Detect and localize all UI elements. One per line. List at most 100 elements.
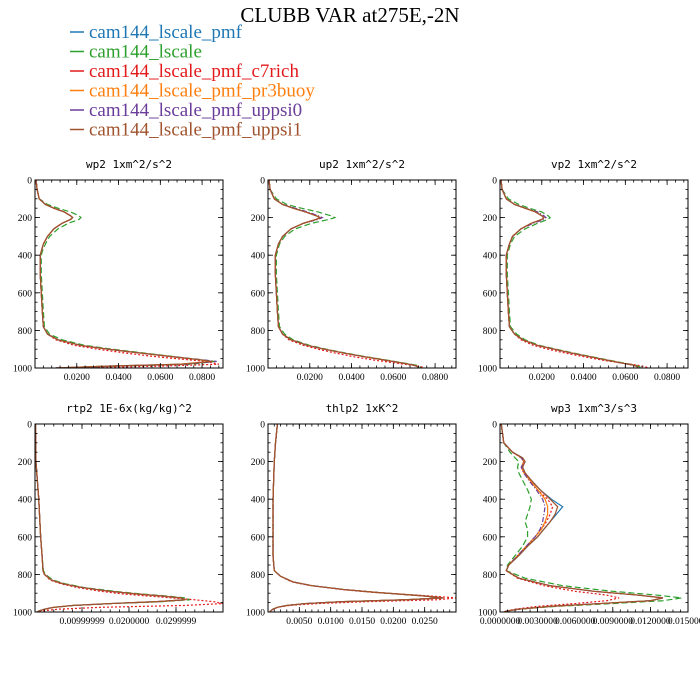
y-tick-label: 200: [251, 214, 266, 224]
series-line: [268, 180, 419, 368]
series-line: [500, 424, 620, 612]
panel-title: vp2 1xm^2/s^2: [551, 158, 637, 171]
series-line: [500, 424, 664, 612]
series-line: [500, 424, 682, 612]
legend-entry: cam144_lscale_pmf: [70, 22, 243, 43]
y-tick-label: 800: [483, 571, 498, 581]
x-tick-label: 0.0800: [189, 373, 215, 383]
x-tick-label: 0.0090000: [593, 617, 634, 627]
y-tick-label: 400: [483, 252, 498, 262]
legend-entry: cam144_lscale: [70, 42, 202, 63]
y-tick-label: 0: [260, 177, 265, 187]
chart-panel: wp3 1xm^3/s^3 0.00000000.00300000.0060000…: [478, 402, 700, 627]
legend-label: cam144_lscale_pmf_uppsi1: [89, 120, 302, 141]
x-tick-label: 0.0299999: [156, 617, 197, 627]
x-tick-label: 0.0200: [380, 617, 406, 627]
x-tick-label: 0.0100: [318, 617, 344, 627]
series-line: [500, 180, 639, 368]
y-tick-label: 0: [27, 421, 32, 431]
panel-title: wp2 1xm^2/s^2: [86, 158, 172, 171]
axis-frame: [267, 423, 457, 613]
axis-frame: [499, 179, 689, 369]
legend-entry: cam144_lscale_pmf_pr3buoy: [70, 81, 315, 102]
y-tick-label: 0: [260, 421, 265, 431]
legend-entry: cam144_lscale_pmf_uppsi1: [70, 120, 302, 141]
y-tick-label: 600: [483, 533, 498, 543]
series-group: [500, 424, 682, 612]
chart-panel: up2 1xm^2/s^2 0.0200 0.0400 0.0600 0.0800 0 20…: [246, 158, 457, 383]
y-tick-label: 200: [18, 214, 33, 224]
y-tick-label: 1000: [13, 609, 32, 619]
y-tick-label: 600: [251, 533, 266, 543]
legend-label: cam144_lscale_pmf_pr3buoy: [89, 81, 315, 102]
x-tick-label: 0.00999999: [59, 617, 104, 627]
legend-label: cam144_lscale_pmf_uppsi0: [89, 100, 302, 121]
y-tick-label: 600: [18, 289, 33, 299]
y-tick-label: 0: [492, 421, 497, 431]
x-tick-label: 0.0200: [64, 373, 90, 383]
series-group: [35, 424, 223, 612]
series-line: [35, 424, 223, 612]
y-tick-label: 400: [18, 496, 33, 506]
y-tick-label: 800: [251, 327, 266, 337]
y-tick-label: 1000: [246, 365, 265, 375]
y-tick-label: 800: [251, 571, 266, 581]
chart-panel: thlp2 1xK^2 0.0050 0.0100 0.0150 0.0200 0.025…: [246, 402, 457, 627]
figure-title: CLUBB VAR at275E,-2N: [240, 3, 459, 27]
series-line: [269, 424, 444, 612]
series-line: [269, 424, 444, 612]
panel-title: thlp2 1xK^2: [326, 402, 399, 415]
y-tick-label: 1000: [246, 609, 265, 619]
y-tick-label: 1000: [13, 365, 32, 375]
chart-panel: wp2 1xm^2/s^2 0.0200 0.0400 0.0600 0.0800 0 20…: [13, 158, 224, 383]
y-tick-label: 600: [483, 289, 498, 299]
y-tick-label: 800: [483, 327, 498, 337]
x-tick-label: 0.0030000: [517, 617, 558, 627]
axis-frame: [499, 423, 689, 613]
x-tick-label: 0.0200: [529, 373, 555, 383]
series-line: [269, 424, 444, 612]
legend-label: cam144_lscale: [89, 42, 202, 63]
series-line: [35, 424, 186, 612]
y-tick-label: 400: [251, 496, 266, 506]
series-line: [269, 424, 444, 612]
series-line: [500, 424, 664, 612]
series-line: [269, 424, 456, 612]
y-tick-label: 1000: [478, 365, 497, 375]
x-tick-label: 0.0400: [105, 373, 131, 383]
y-tick-label: 400: [18, 252, 33, 262]
x-tick-label: 0.0600: [380, 373, 406, 383]
legend-label: cam144_lscale_pmf: [89, 22, 243, 43]
x-tick-label: 0.0400: [338, 373, 364, 383]
y-tick-label: 200: [251, 458, 266, 468]
series-group: [269, 424, 456, 612]
legend-entry: cam144_lscale_pmf_uppsi0: [70, 100, 302, 121]
panel-title: wp3 1xm^3/s^3: [551, 402, 637, 415]
y-tick-label: 400: [251, 252, 266, 262]
x-tick-label: 0.0800: [654, 373, 680, 383]
y-tick-label: 600: [251, 289, 266, 299]
y-tick-label: 200: [483, 214, 498, 224]
x-tick-label: 0.0250: [412, 617, 438, 627]
y-tick-label: 600: [18, 533, 33, 543]
series-line: [268, 180, 419, 368]
panel-title: rtp2 1E-6x(kg/kg)^2: [66, 402, 192, 415]
x-tick-label: 0.0150: [349, 617, 375, 627]
x-tick-label: 0.0200000: [109, 617, 150, 627]
x-tick-label: 0.0120000: [630, 617, 671, 627]
y-tick-label: 0: [492, 177, 497, 187]
x-tick-label: 0.0600: [612, 373, 638, 383]
x-tick-label: 0.0150000: [668, 617, 700, 627]
series-line: [35, 424, 186, 612]
series-line: [500, 424, 664, 612]
panel-grid: wp2 1xm^2/s^2 0.0200 0.0400 0.0600 0.0800 0 20…: [13, 158, 700, 627]
x-tick-label: 0.0050: [286, 617, 312, 627]
series-line: [268, 180, 425, 368]
y-tick-label: 200: [483, 458, 498, 468]
y-tick-label: 200: [18, 458, 33, 468]
x-tick-label: 0.0200: [297, 373, 323, 383]
series-line: [35, 180, 213, 368]
chart-panel: vp2 1xm^2/s^2 0.0200 0.0400 0.0600 0.0800 0 20…: [478, 158, 689, 383]
x-tick-label: 0.0400: [570, 373, 596, 383]
